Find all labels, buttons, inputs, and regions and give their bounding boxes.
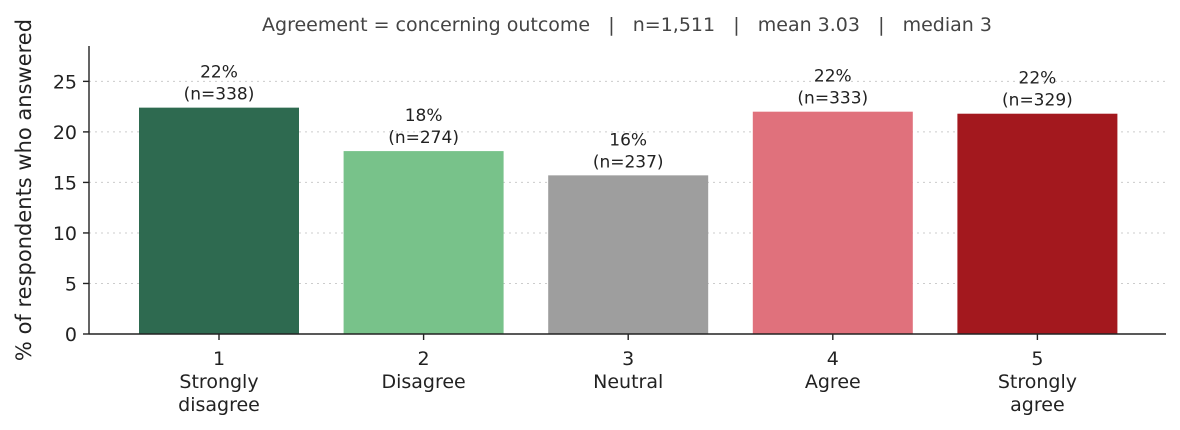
bars-layer [139,107,1118,335]
y-tick-label: 10 [53,223,77,245]
x-tick-label: Strongly [179,371,258,393]
y-tick-label: 0 [65,324,77,346]
axes-layer: 05101520251Stronglydisagree2Disagree3Neu… [53,46,1166,416]
bar [957,113,1118,334]
y-tick-label: 15 [53,172,77,194]
bar-count-label: (n=329) [1002,91,1073,111]
x-tick-code: 2 [418,348,430,370]
y-tick-label: 25 [53,71,77,93]
bar-percent-label: 22% [1019,69,1057,89]
x-tick-label: Disagree [381,371,465,393]
y-tick-label: 5 [65,273,77,295]
y-tick-label: 20 [53,122,77,144]
x-tick-code: 4 [827,348,839,370]
bar-percent-label: 22% [814,67,852,87]
bar-count-label: (n=338) [184,85,255,105]
bar-percent-label: 22% [200,63,238,83]
y-axis-title: % of respondents who answered [12,19,36,361]
data-labels-layer: 22%(n=338)18%(n=274) 16%(n=237)22%(n=333)… [184,63,1073,173]
x-tick-label: disagree [178,394,260,416]
bar-count-label: (n=333) [797,89,868,109]
x-tick-code: 3 [622,348,634,370]
x-tick-label: agree [1010,394,1064,416]
x-tick-code: 1 [213,348,225,370]
bar-count-label: (n=274) [388,128,459,148]
bar [139,107,299,334]
x-tick-label: Neutral [593,371,663,393]
bar [752,111,913,335]
bar-count-label: (n=237) [593,152,664,172]
bar [343,151,504,334]
bar-percent-label: 18% [405,106,443,126]
x-tick-label: Agree [805,371,861,393]
x-tick-code: 5 [1031,348,1043,370]
bar [548,175,709,334]
x-tick-label: Strongly [998,371,1077,393]
chart-title: Agreement = concerning outcome | n=1,511… [262,14,992,36]
bar-percent-label: 16% [609,130,647,150]
